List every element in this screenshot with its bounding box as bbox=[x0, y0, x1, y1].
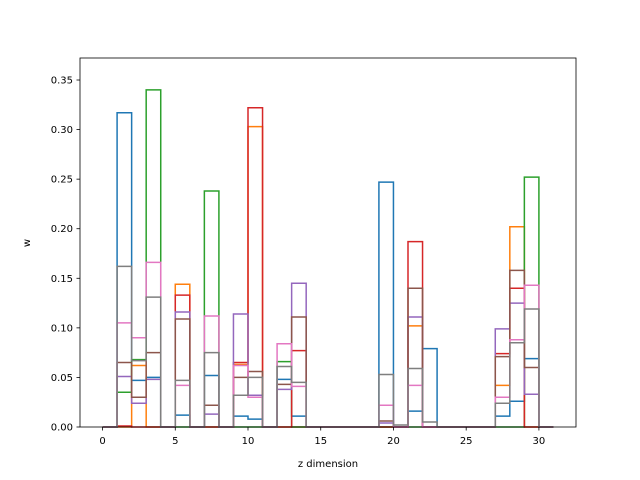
x-tick-label: 15 bbox=[314, 436, 327, 447]
y-tick-label: 0.25 bbox=[51, 175, 73, 186]
x-tick-label: 20 bbox=[387, 436, 400, 447]
y-tick-label: 0.20 bbox=[51, 224, 73, 235]
x-tick-label: 10 bbox=[242, 436, 255, 447]
y-tick-label: 0.30 bbox=[51, 125, 73, 136]
y-tick-label: 0.05 bbox=[51, 373, 73, 384]
x-tick-label: 0 bbox=[99, 436, 105, 447]
y-axis-label: w bbox=[22, 239, 33, 247]
x-tick-label: 5 bbox=[172, 436, 178, 447]
x-tick-label: 30 bbox=[533, 436, 546, 447]
y-tick-label: 0.10 bbox=[51, 323, 73, 334]
x-axis-label: z dimension bbox=[298, 459, 358, 470]
y-tick-label: 0.00 bbox=[51, 423, 73, 434]
y-tick-label: 0.15 bbox=[51, 274, 73, 285]
y-tick-label: 0.35 bbox=[51, 76, 73, 87]
axes-layer: 0 5 10 15 20 25 30 0.00 0.05 0.10 0.15 0.20 0.25 0.30… bbox=[51, 57, 577, 447]
x-tick-label: 25 bbox=[460, 436, 473, 447]
plot-frame bbox=[79, 57, 577, 428]
